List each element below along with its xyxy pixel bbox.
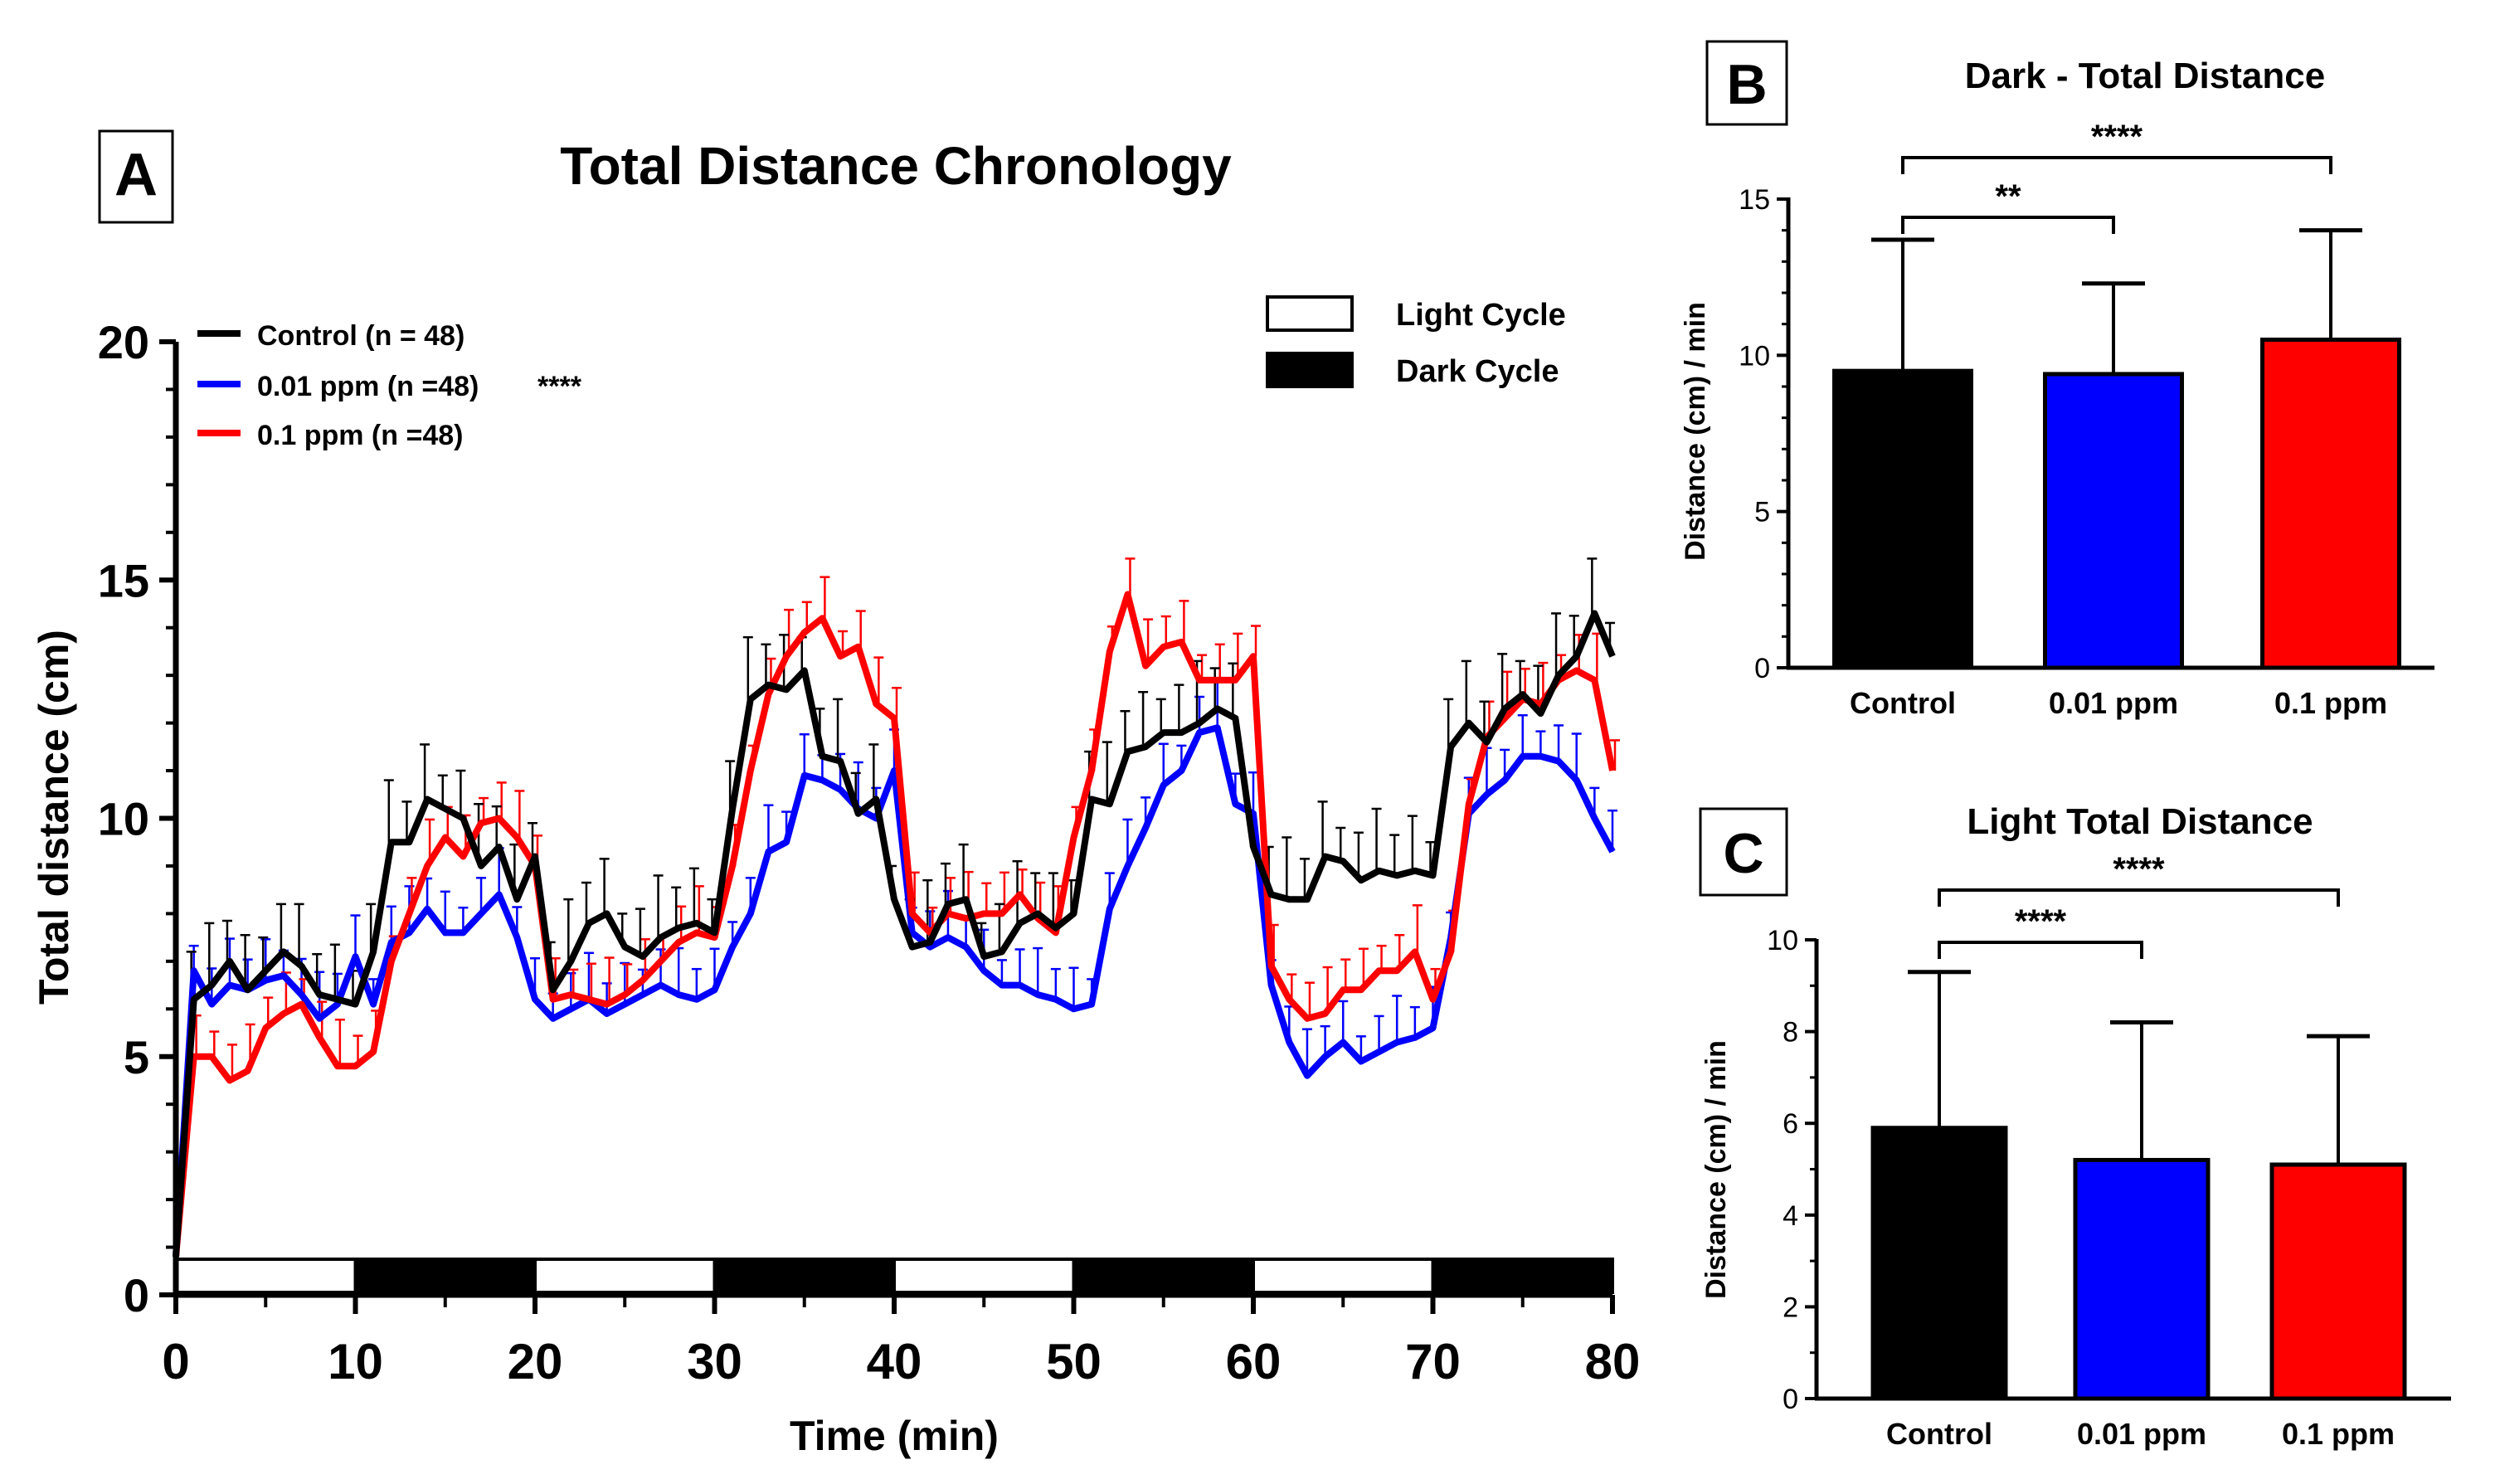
x-tick-label-40: 40	[867, 1334, 922, 1389]
x-axis-ticks: 0 10 20 30 40 50 60 70 80	[162, 1295, 1640, 1389]
cycle-segment-dark-6	[1072, 1258, 1255, 1294]
x-tick-label-10: 10	[328, 1334, 383, 1389]
panel-b-title: Dark - Total Distance	[1965, 56, 2325, 96]
bar-0	[1870, 1126, 2008, 1401]
y-tick-label-15: 15	[98, 554, 149, 606]
panel-a: A Total Distance Chronology 0 5 10 15 20 0 10…	[31, 129, 1640, 1459]
panel-c: C Light Total Distance ******** 0246810 …	[1699, 801, 2451, 1451]
y-tick-label-6: 6	[1783, 1108, 1798, 1140]
y-axis-label: Total distance (cm)	[31, 630, 77, 1005]
x-tick-label-0: 0	[162, 1334, 189, 1389]
legend-significance: ****	[537, 371, 582, 402]
cycle-segment-dark-4	[713, 1258, 896, 1294]
y-tick-label-2: 2	[1783, 1292, 1798, 1323]
y-tick-label-4: 4	[1783, 1200, 1798, 1232]
panel-a-letter-box	[98, 129, 174, 224]
series-line-high	[173, 591, 1616, 1258]
bracket-label-0: **	[1995, 178, 2021, 215]
bars	[1870, 970, 2407, 1401]
series-line-control	[173, 610, 1616, 1258]
series-line-low	[173, 724, 1616, 1258]
x-tick-label-50: 50	[1046, 1334, 1102, 1389]
bar-0	[1832, 368, 1973, 670]
cycle-bar	[174, 1258, 1614, 1294]
x-tick-label-70: 70	[1405, 1334, 1461, 1389]
x-tick-label-2: 0.1 ppm	[2274, 686, 2387, 720]
legend-swatch-dark-cycle	[1266, 352, 1354, 388]
bracket-label-0: ****	[2015, 903, 2067, 940]
y-axis-ticks: 0 5 10 15	[1739, 184, 1788, 684]
cycle-segment-light-7	[1252, 1258, 1435, 1294]
bracket-label-1: ****	[2113, 851, 2165, 888]
cycle-segment-light-3	[533, 1258, 717, 1294]
y-tick-label-10: 10	[1739, 340, 1770, 372]
y-tick-label-0: 0	[124, 1269, 149, 1321]
y-axis-ticks: 0 2 4 6 8 10	[1767, 925, 1817, 1415]
legend-label-0-1ppm: 0.1 ppm (n =48)	[257, 420, 463, 451]
y-tick-label-10: 10	[1767, 925, 1798, 956]
panel-b-letter-box	[1705, 40, 1788, 126]
x-tick-label-0: Control	[1886, 1417, 1992, 1451]
significance-brackets: **** ****	[1938, 851, 2340, 959]
y-tick-label-5: 5	[124, 1031, 149, 1083]
bracket-0	[1901, 216, 2115, 234]
y-tick-label-10: 10	[98, 793, 149, 845]
y-tick-label-0: 0	[1783, 1384, 1798, 1415]
cycle-segment-dark-2	[353, 1258, 537, 1294]
series-legend: Control (n = 48) 0.01 ppm (n =48) **** 0…	[197, 320, 582, 451]
bracket-0	[1938, 941, 2143, 959]
bracket-1	[1901, 156, 2332, 174]
legend-label-0-01ppm: 0.01 ppm (n =48)	[257, 371, 479, 402]
x-tick-label-1: 0.01 ppm	[2049, 686, 2178, 720]
panel-c-letter-box	[1699, 807, 1788, 897]
legend-label-control: Control (n = 48)	[257, 320, 464, 352]
x-tick-labels: Control 0.01 ppm 0.1 ppm	[1886, 1417, 2395, 1451]
x-tick-label-60: 60	[1226, 1334, 1282, 1389]
cycle-legend: Light Cycle Dark Cycle	[1266, 295, 1566, 389]
y-tick-label-20: 20	[98, 316, 149, 368]
panel-c-letter: C	[1723, 822, 1763, 885]
y-tick-label-8: 8	[1783, 1017, 1798, 1049]
x-tick-label-30: 30	[687, 1334, 742, 1389]
panel-c-title: Light Total Distance	[1967, 801, 2313, 842]
x-tick-labels: Control 0.01 ppm 0.1 ppm	[1850, 686, 2387, 720]
y-tick-label-5: 5	[1754, 497, 1770, 528]
x-tick-label-80: 80	[1585, 1334, 1641, 1389]
panel-a-title: Total Distance Chronology	[560, 136, 1232, 196]
legend-label-dark-cycle: Dark Cycle	[1396, 354, 1559, 389]
cycle-segment-light-5	[893, 1258, 1076, 1294]
x-axis-label: Time (min)	[790, 1413, 999, 1459]
x-tick-label-2: 0.1 ppm	[2282, 1417, 2395, 1451]
bars	[1832, 228, 2401, 670]
x-tick-label-20: 20	[508, 1334, 563, 1389]
cycle-segment-light-1	[174, 1258, 357, 1294]
bracket-label-1: ****	[2091, 119, 2143, 155]
legend-label-light-cycle: Light Cycle	[1396, 298, 1566, 333]
bar-1	[2073, 1157, 2211, 1401]
bar-2	[2260, 338, 2401, 670]
significance-brackets: ******	[1901, 119, 2332, 234]
series-lines	[173, 591, 1616, 1258]
bar-2	[2269, 1162, 2407, 1401]
y-tick-label-15: 15	[1739, 184, 1770, 216]
y-axis-label: Distance (cm) / min	[1680, 302, 1711, 561]
cycle-segment-dark-8	[1431, 1258, 1614, 1294]
y-tick-label-0: 0	[1754, 653, 1770, 684]
y-axis-label: Distance (cm) / min	[1700, 1040, 1732, 1299]
legend-swatch-light-cycle	[1266, 295, 1354, 332]
y-axis-ticks: 0 5 10 15 20	[98, 316, 176, 1321]
x-tick-label-0: Control	[1850, 686, 1956, 720]
panel-a-letter: A	[114, 142, 158, 208]
panel-b-letter: B	[1726, 53, 1767, 116]
x-tick-label-1: 0.01 ppm	[2077, 1417, 2206, 1451]
bracket-1	[1938, 888, 2340, 907]
bar-1	[2043, 372, 2184, 670]
